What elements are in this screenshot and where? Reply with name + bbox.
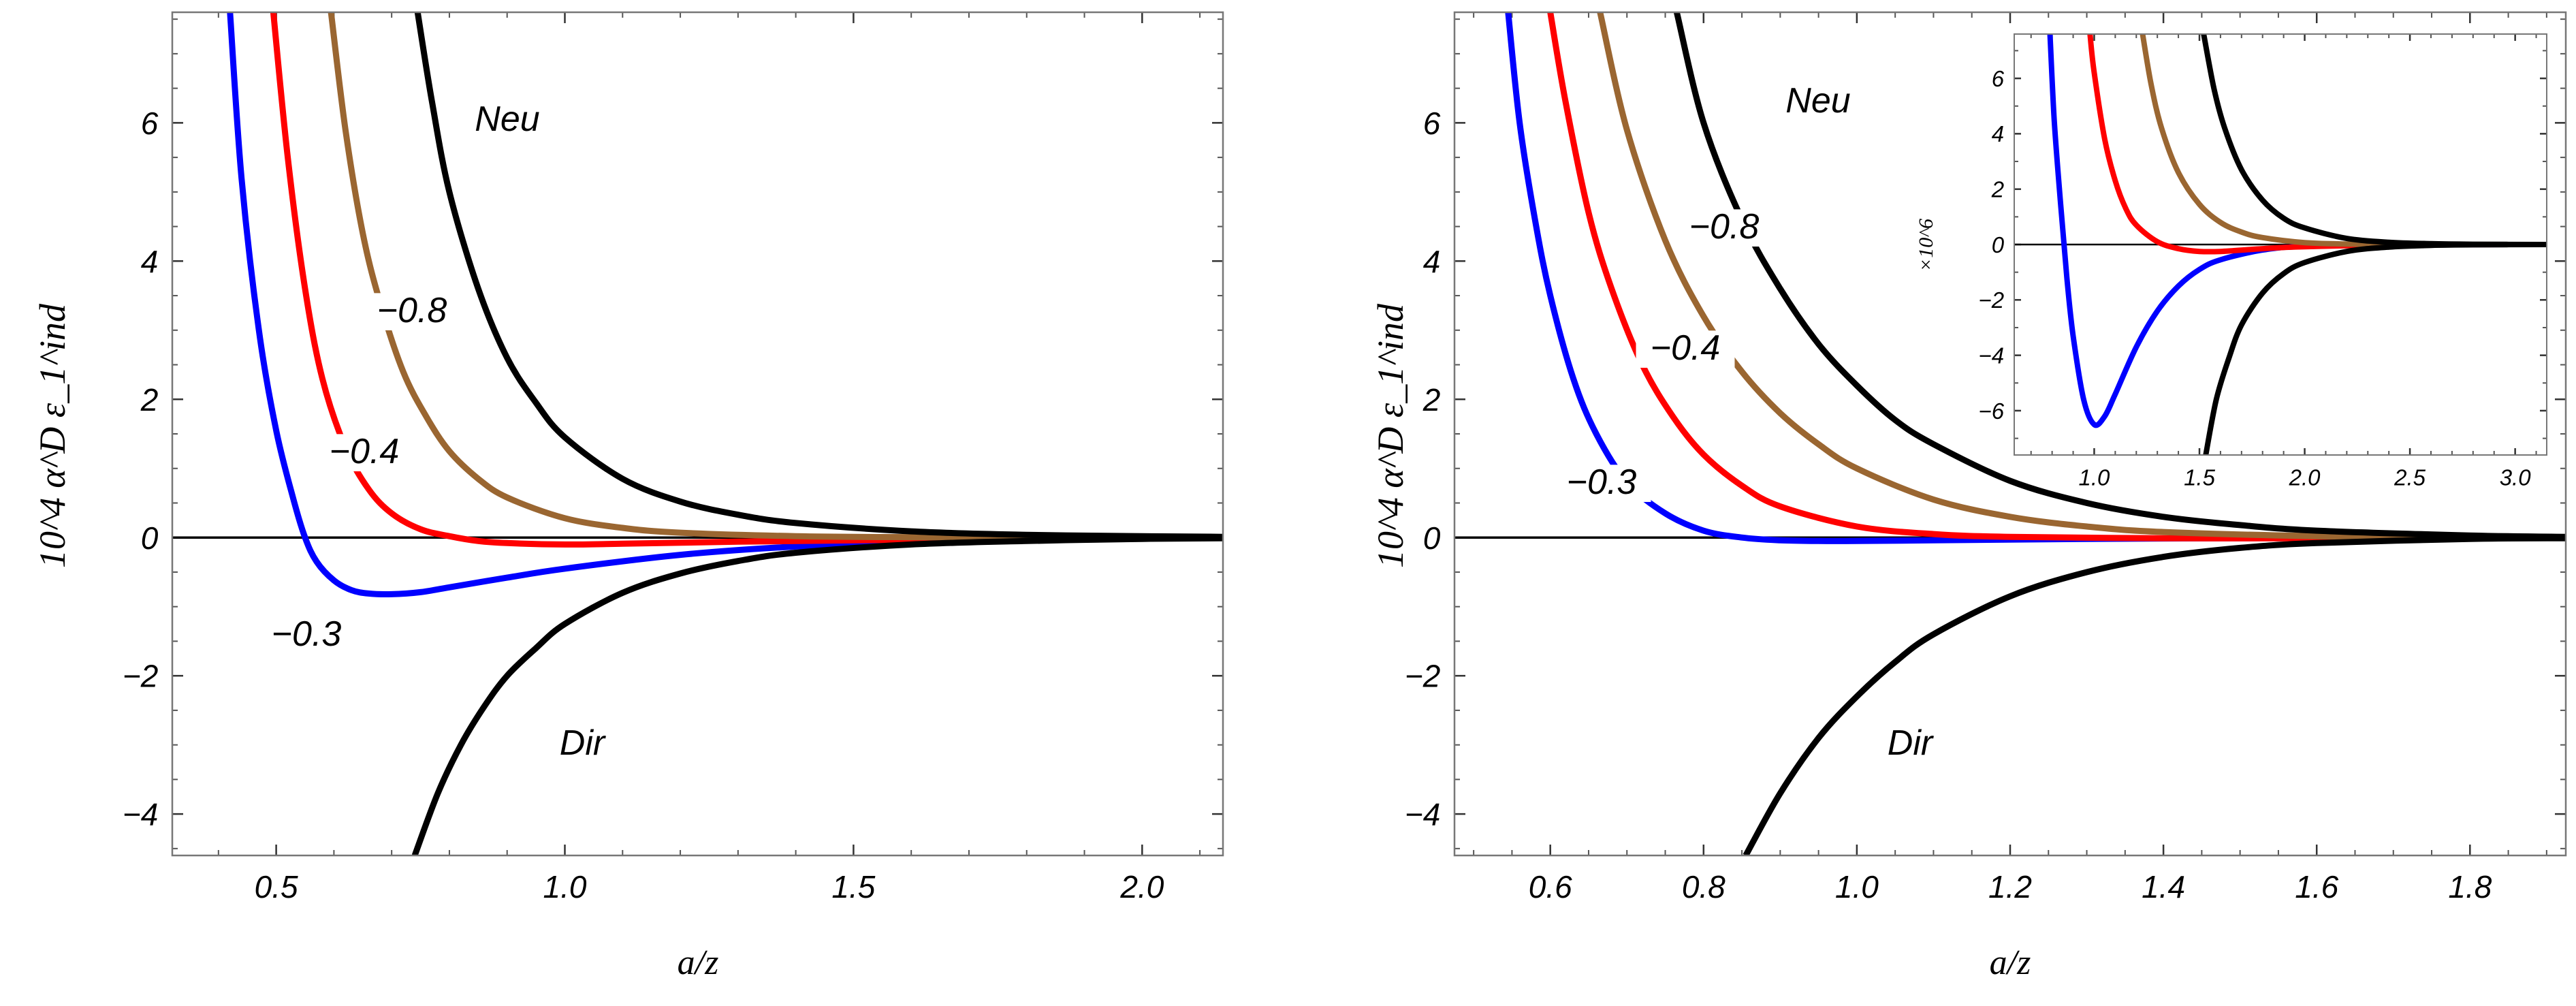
x-tick-label: 1.0	[2079, 465, 2111, 490]
x-tick-label: 2.0	[1119, 869, 1164, 905]
curve-label: Dir	[1888, 723, 1935, 763]
curve-label-bg	[1636, 330, 1735, 368]
x-tick-label: 1.6	[2295, 869, 2338, 905]
series-line-Dir	[1743, 535, 2566, 855]
plot-frame	[171, 11, 1224, 857]
series-line-m08	[328, 12, 1223, 541]
curve-label: −0.8	[1689, 207, 1760, 247]
x-axis-title: a/z	[678, 943, 719, 982]
y-axis-title: 10^4 α^D ε_1^ind	[1370, 303, 1411, 568]
curve-label: Neu	[475, 99, 539, 139]
y-tick-label: −6	[1979, 398, 2005, 424]
plot-frame	[1453, 11, 2567, 857]
x-tick-label: 2.0	[2289, 465, 2321, 490]
curve-label: Dir	[560, 723, 607, 763]
x-tick-label: 0.8	[1682, 869, 1726, 905]
x-tick-label: 1.0	[1835, 869, 1879, 905]
series-line-Dir	[411, 535, 1223, 855]
x-axis-title: a/z	[1990, 943, 2031, 982]
curve-label: −0.8	[377, 291, 447, 330]
curve-label-bg	[468, 101, 546, 139]
curve-label-bg	[1674, 209, 1774, 247]
y-tick-label: 4	[1992, 121, 2004, 146]
y-tick-label: −2	[123, 659, 158, 694]
y-tick-label: 0	[1423, 520, 1441, 556]
y-axis-title: ×10^6	[1915, 219, 1937, 272]
panel-right: 0.6 0.8 1.0 1.2 1.4 1.6 1.8 −4 −2 0 2 4 6 Neu −0.8 −0.4…	[1370, 11, 2567, 982]
y-tick-label: 4	[1423, 244, 1441, 279]
x-tick-label: 1.2	[1988, 869, 2032, 905]
curve-label-bg	[315, 434, 414, 471]
series-line-Neu	[414, 12, 1223, 540]
x-tick-label: 2.5	[2394, 465, 2426, 490]
x-tick-label: 3.0	[2500, 465, 2532, 490]
x-tick-label: 0.6	[1529, 869, 1572, 905]
series-line-m08	[1597, 12, 2566, 541]
panel-inset: 1.0 1.5 2.0 2.5 3.0 −6 −4 −2 0 2 4 6 ×10^6	[1915, 33, 2547, 490]
y-tick-label: 0	[141, 520, 159, 556]
series-group	[2047, 34, 2547, 455]
y-tick-label: 2	[1991, 177, 2004, 202]
plot-frame	[2014, 33, 2547, 456]
y-tick-label: 0	[1992, 232, 2005, 257]
curve-label: −0.3	[272, 614, 342, 654]
y-tick-label: 6	[141, 106, 159, 141]
series-line-Dir	[2203, 242, 2547, 455]
curve-label: Neu	[1785, 81, 1850, 121]
y-tick-label: 6	[1423, 106, 1441, 141]
y-tick-label: −2	[1405, 659, 1440, 694]
curve-label: −0.4	[330, 432, 400, 471]
series-line-m04	[1547, 12, 2566, 541]
series-group	[227, 12, 1223, 855]
y-tick-label: 2	[1422, 382, 1441, 418]
curve-label: −0.4	[1651, 328, 1721, 368]
curve-label-bg	[543, 725, 621, 763]
x-tick-label: 0.5	[255, 869, 298, 905]
y-tick-label: −4	[123, 797, 158, 832]
x-tick-label: 1.4	[2142, 869, 2185, 905]
x-tick-label: 1.5	[831, 869, 875, 905]
y-tick-label: 4	[141, 244, 159, 279]
panel-left: 0.5 1.0 1.5 2.0 −4 −2 0 2 4 6 Neu −0.8 −0.4 −0.3 Dir a/…	[32, 11, 1224, 982]
curve-label-bg	[257, 616, 356, 654]
series-line-m04	[270, 12, 1223, 548]
x-tick-label: 1.5	[2184, 465, 2216, 490]
y-tick-label: −2	[1979, 287, 2005, 313]
curve-label: −0.3	[1567, 462, 1637, 502]
curve-label-bg	[1552, 465, 1651, 502]
curve-label-bg	[1779, 83, 1857, 121]
x-tick-label: 1.8	[2448, 869, 2492, 905]
y-tick-label: −4	[1979, 343, 2005, 368]
curve-label-bg	[1871, 725, 1949, 763]
y-tick-label: 2	[140, 382, 159, 418]
y-tick-label: −4	[1405, 797, 1440, 832]
curve-label-bg	[362, 293, 462, 330]
y-tick-label: 6	[1992, 66, 2005, 91]
y-axis-title: 10^4 α^D ε_1^ind	[32, 303, 73, 568]
x-tick-label: 1.0	[543, 869, 587, 905]
